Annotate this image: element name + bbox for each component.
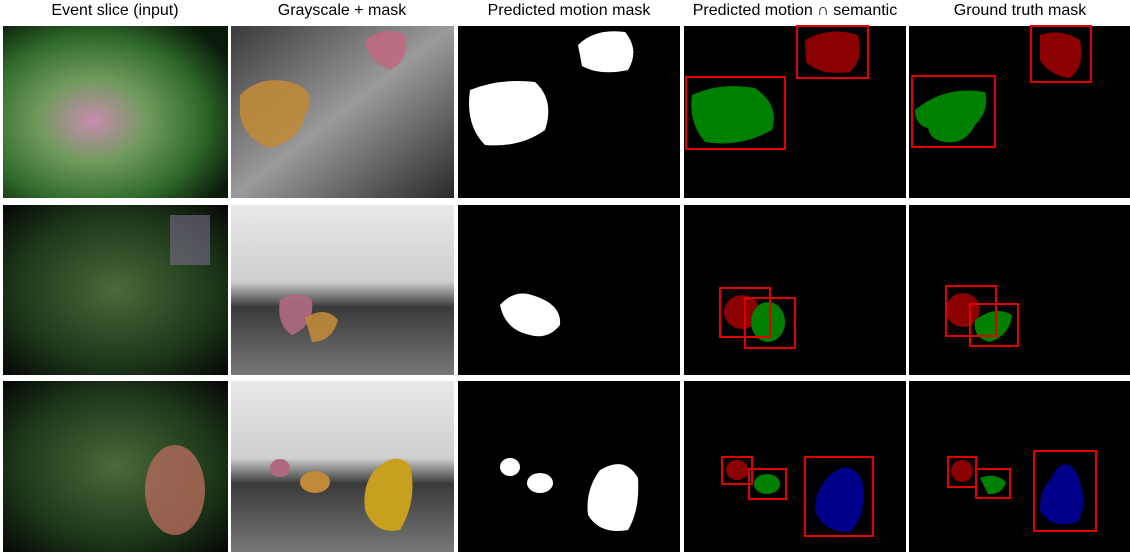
mask-overlay <box>279 294 313 335</box>
semantic-panels <box>684 25 906 552</box>
object-mask <box>951 460 973 482</box>
object-mask <box>726 460 748 480</box>
bounding-box <box>1033 450 1097 532</box>
motion-mask-panels <box>458 26 680 552</box>
object-mask <box>724 295 760 329</box>
bounding-box <box>744 297 796 349</box>
column-header: Predicted motion mask <box>488 2 652 19</box>
bounding-box <box>685 76 786 150</box>
mask-overlay <box>240 80 310 148</box>
object-mask <box>974 311 1012 342</box>
object-mask <box>815 467 864 532</box>
panel <box>458 381 680 552</box>
object-mask <box>915 90 987 143</box>
column-header: Predicted motion ∩ semantic <box>693 2 897 19</box>
motion-blob <box>587 464 639 531</box>
panel <box>3 26 228 198</box>
panel <box>231 205 454 375</box>
panel <box>909 205 1130 375</box>
mask-overlay <box>364 458 413 531</box>
column-header: Event slice (input) <box>51 2 178 19</box>
mask-overlay <box>365 31 406 70</box>
object-mask <box>1040 464 1084 525</box>
mask-overlay <box>270 459 290 477</box>
object-mask <box>805 31 860 73</box>
bounding-box <box>804 456 874 537</box>
bounding-box <box>975 468 1011 499</box>
panel <box>909 381 1130 552</box>
bounding-box <box>1030 25 1092 83</box>
motion-blob <box>469 81 549 146</box>
bounding-box <box>748 468 787 500</box>
object-mask <box>946 293 980 327</box>
blob <box>170 215 210 265</box>
motion-blob <box>500 458 520 476</box>
column-header: Ground truth mask <box>954 2 1088 19</box>
column-headers: Event slice (input) Grayscale + mask Pre… <box>51 2 1087 19</box>
bounding-box <box>969 303 1019 347</box>
event-slices <box>3 26 228 552</box>
blob <box>145 445 205 535</box>
column-header: Grayscale + mask <box>278 2 407 19</box>
bounding-box <box>911 75 996 148</box>
object-mask <box>751 302 785 342</box>
grayscale-panels <box>231 26 454 552</box>
motion-blob <box>578 31 634 73</box>
object-mask <box>691 86 774 144</box>
panel <box>231 381 454 552</box>
panel <box>684 205 906 375</box>
object-mask <box>1040 32 1082 78</box>
ground-truth-panels <box>909 25 1130 552</box>
mask-overlay <box>300 471 330 493</box>
bounding-box <box>796 25 869 79</box>
mask-overlay <box>305 311 338 342</box>
panel <box>458 205 680 375</box>
motion-blob <box>527 473 553 493</box>
object-mask <box>754 474 780 494</box>
motion-blob <box>500 293 561 337</box>
bounding-box <box>721 456 753 485</box>
object-mask <box>980 475 1006 495</box>
